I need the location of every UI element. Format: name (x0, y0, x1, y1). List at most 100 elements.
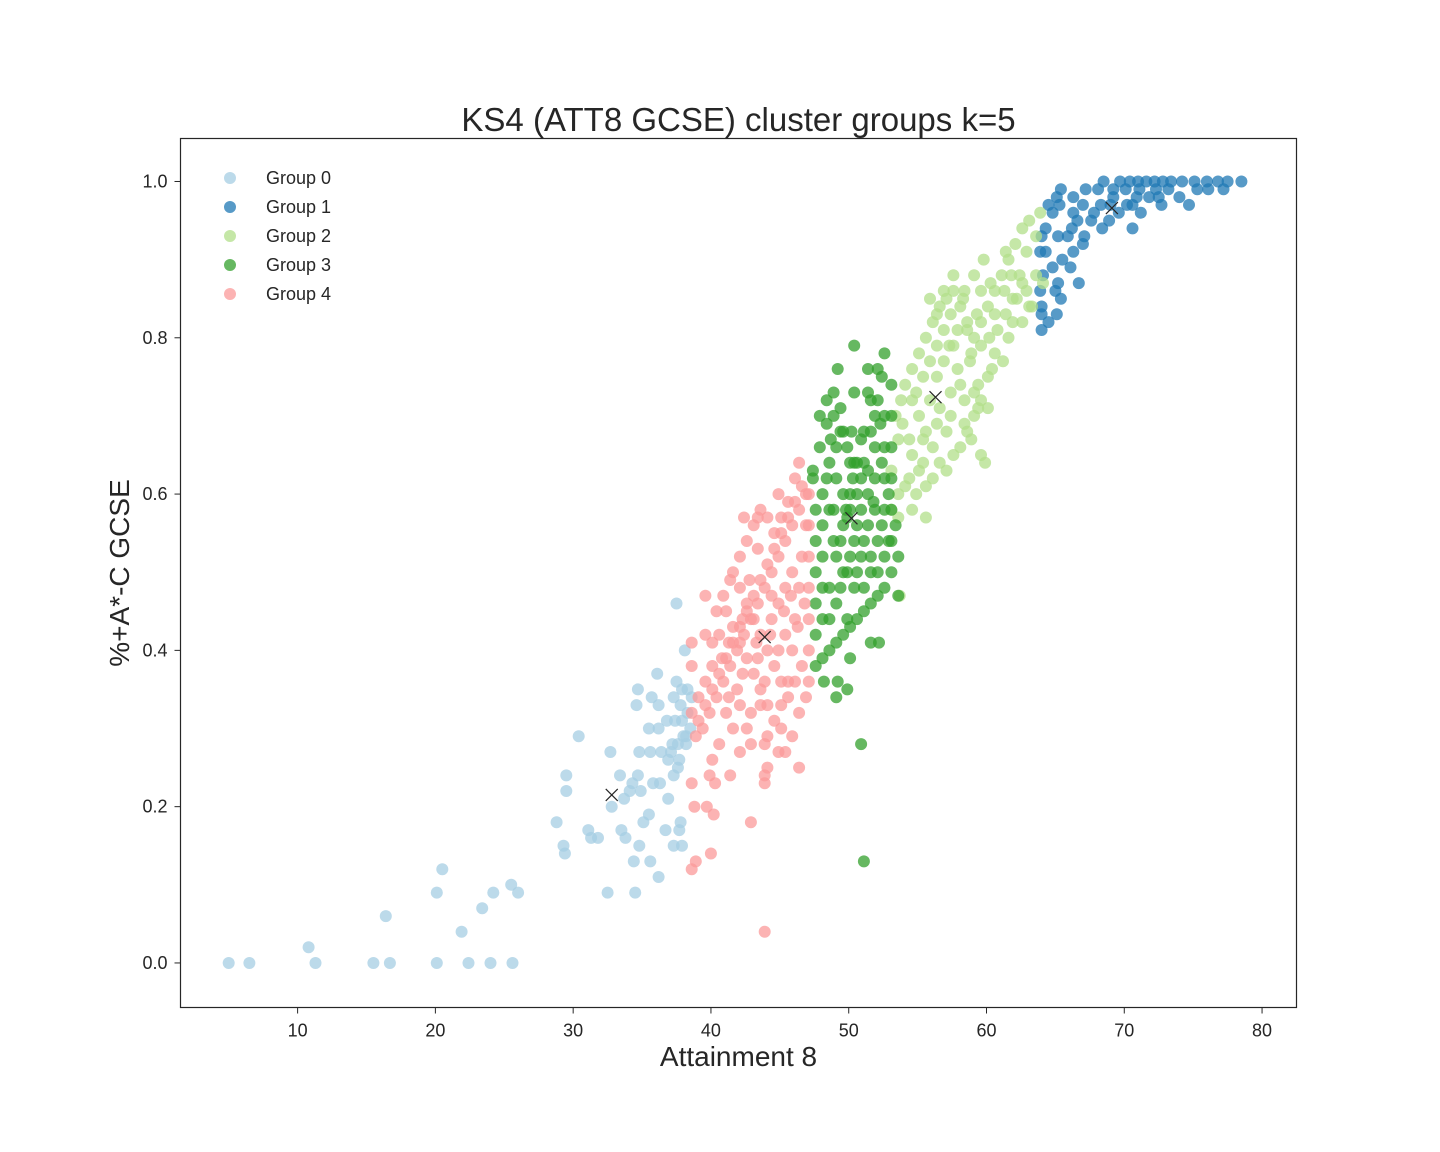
scatter-point (1035, 324, 1048, 336)
legend-marker (224, 201, 236, 213)
scatter-point (871, 589, 884, 602)
scatter-point (604, 746, 617, 758)
scatter-point (937, 324, 950, 336)
scatter-point (981, 300, 994, 313)
scatter-point (841, 441, 854, 454)
scatter-point (972, 402, 985, 415)
scatter-point (830, 550, 843, 563)
scatter-point (1156, 175, 1169, 188)
scatter-point (789, 472, 801, 485)
y-tick-label: 0.4 (142, 640, 167, 660)
x-tick-label: 70 (1114, 1021, 1134, 1041)
scatter-point (913, 409, 925, 422)
scatter-point (1020, 245, 1033, 258)
scatter-point (1123, 175, 1136, 188)
series-group-1 (1034, 175, 1248, 336)
scatter-point (557, 839, 570, 852)
scatter-point (802, 550, 815, 563)
scatter-point (862, 464, 874, 477)
legend-marker (224, 259, 236, 271)
scatter-point (913, 347, 925, 360)
scatter-point (674, 699, 687, 712)
scatter-point (779, 535, 792, 547)
scatter-point (572, 730, 585, 743)
scatter-point (707, 808, 720, 821)
scatter-point (892, 433, 905, 446)
scatter-point (851, 488, 863, 501)
scatter-point (830, 636, 843, 649)
scatter-point (837, 425, 850, 438)
y-tick-label: 0.2 (142, 797, 167, 817)
scatter-point (1030, 269, 1043, 282)
scatter-point (844, 550, 857, 563)
scatter-point (662, 753, 675, 766)
scatter-point (1112, 206, 1125, 219)
scatter-point (930, 339, 943, 352)
scatter-point (768, 714, 781, 727)
scatter-point (793, 706, 806, 719)
scatter-point (1176, 175, 1189, 188)
scatter-point (667, 839, 680, 852)
scatter-point (743, 574, 756, 586)
scatter-point (862, 363, 874, 375)
scatter-point (709, 777, 722, 790)
scatter-point (655, 746, 668, 758)
scatter-point (685, 706, 698, 719)
scatter-point (383, 957, 396, 969)
scatter-point (868, 472, 881, 485)
scatter-point (882, 488, 895, 501)
scatter-point (871, 394, 884, 407)
y-tick-label: 1.0 (142, 171, 167, 191)
scatter-point (919, 480, 932, 493)
scatter-point (809, 566, 822, 579)
legend-item: Group 2 (224, 226, 331, 246)
scatter-point (895, 394, 908, 407)
scatter-point (775, 699, 788, 712)
scatter-point (751, 652, 764, 665)
scatter-point (862, 386, 874, 399)
scatter-point (1079, 183, 1092, 196)
scatter-point (706, 753, 719, 766)
scatter-point (802, 613, 815, 626)
scatter-point (736, 613, 749, 626)
scatter-point (957, 292, 970, 305)
scatter-point (864, 636, 877, 649)
scatter-point (851, 613, 863, 626)
scatter-point (1046, 261, 1059, 274)
scatter-point (696, 722, 709, 735)
legend-item: Group 1 (224, 197, 331, 217)
series-group-3 (806, 339, 905, 868)
scatter-point (1054, 183, 1067, 196)
scatter-point (1023, 300, 1036, 313)
scatter-point (965, 433, 978, 446)
scatter-point (751, 542, 764, 555)
scatter-point (761, 761, 774, 774)
scatter-point (680, 738, 693, 751)
scatter-point (630, 699, 643, 712)
scatter-point (704, 847, 717, 860)
scatter-point (685, 660, 698, 672)
scatter-point (968, 331, 981, 344)
scatter-point (560, 769, 573, 782)
scatter-point (1200, 175, 1213, 188)
scatter-point (951, 324, 964, 336)
scatter-point (642, 808, 655, 821)
scatter-point (831, 675, 844, 688)
scatter-point (779, 628, 792, 641)
scatter-point (1023, 214, 1036, 227)
scatter-point (436, 863, 449, 876)
scatter-point (367, 957, 380, 969)
scatter-point (824, 433, 837, 446)
scatter-point (947, 449, 960, 461)
scatter-point (800, 691, 812, 704)
scatter-point (809, 628, 822, 641)
scatter-point (710, 605, 723, 618)
scatter-point (878, 472, 891, 485)
scatter-point (633, 746, 646, 758)
scatter-point (816, 488, 829, 501)
legend-marker (224, 230, 236, 242)
scatter-point (1002, 331, 1015, 344)
scatter-point (633, 839, 646, 852)
scatter-point (809, 503, 822, 516)
scatter-point (816, 550, 829, 563)
